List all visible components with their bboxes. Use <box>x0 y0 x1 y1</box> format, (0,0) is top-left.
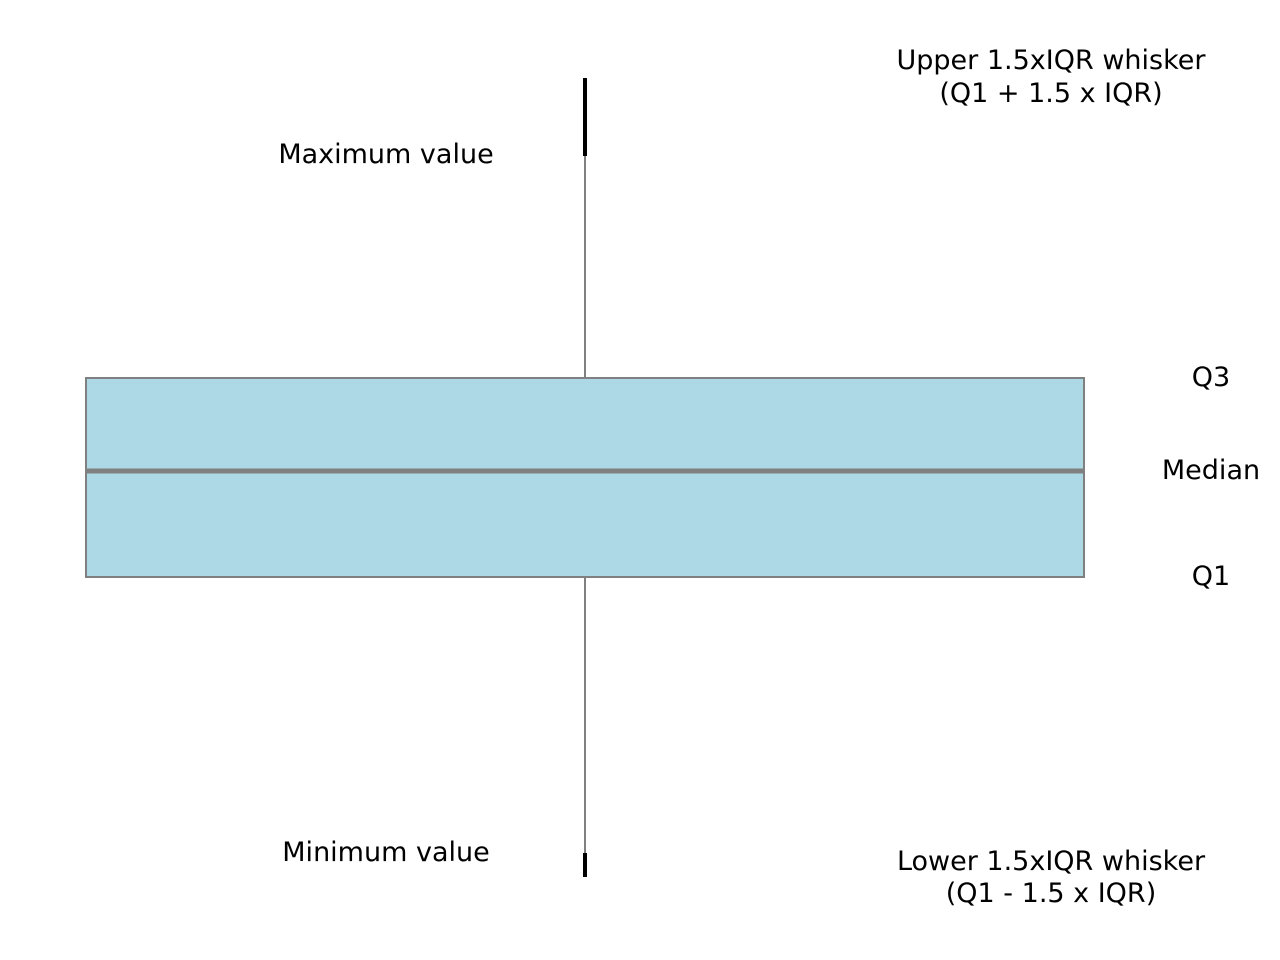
minimum-value-label: Minimum value <box>282 837 489 868</box>
q3-label: Q3 <box>1192 362 1230 393</box>
lower-whisker-label-line2: (Q1 - 1.5 x IQR) <box>946 878 1156 909</box>
iqr-box <box>85 377 1085 578</box>
lower-whisker-label-line1: Lower 1.5xIQR whisker <box>897 846 1206 877</box>
q1-label: Q1 <box>1192 561 1230 592</box>
upper-whisker-label-line1: Upper 1.5xIQR whisker <box>897 45 1207 76</box>
median-label: Median <box>1162 455 1260 486</box>
upper-whisker-label-line2: (Q1 + 1.5 x IQR) <box>939 78 1162 109</box>
maximum-value-label: Maximum value <box>278 139 493 170</box>
